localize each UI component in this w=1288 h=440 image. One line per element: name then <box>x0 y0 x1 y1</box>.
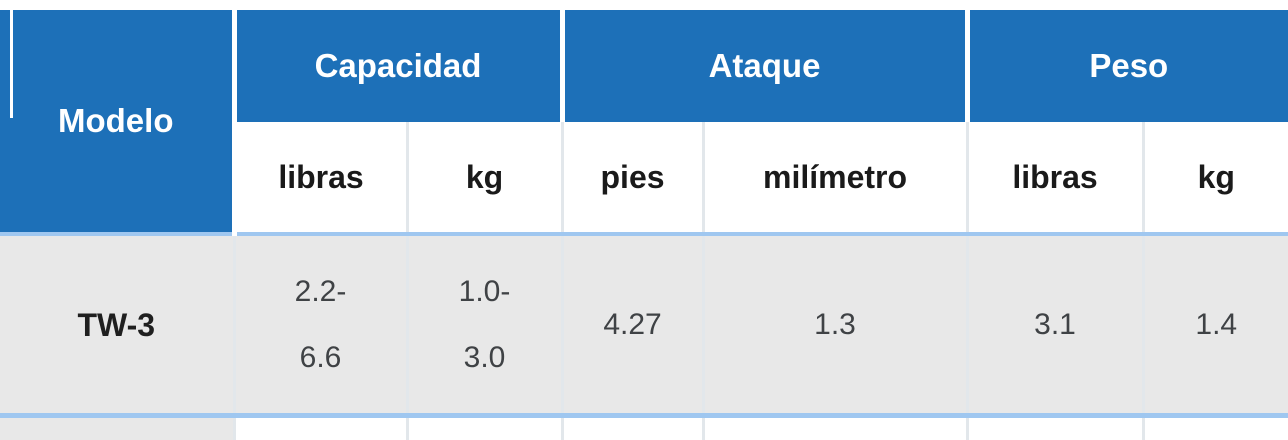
subheader-capacidad-libras: libras <box>234 122 409 234</box>
partial-cell <box>703 415 969 440</box>
partial-cell <box>234 415 409 440</box>
subheader-row: libras kg pies milímetro libras kg <box>0 122 1288 234</box>
header-modelo: Modelo <box>0 10 237 234</box>
header-group-row: Modelo Capacidad Ataque Peso <box>0 10 1288 234</box>
header-group-peso: Peso <box>967 10 1288 122</box>
header-group-ataque: Ataque <box>562 10 970 122</box>
subheader-ataque-pies: pies <box>562 122 705 234</box>
header-group-capacidad: Capacidad <box>234 10 565 122</box>
cell-ataque-pies: 4.27 <box>562 232 705 418</box>
partial-cell <box>1143 415 1288 440</box>
partial-cell <box>562 415 705 440</box>
left-edge-artifact <box>10 10 13 118</box>
cell-capacidad-kg: 1.0- 3.0 <box>407 232 564 418</box>
subheader-peso-kg: kg <box>1143 122 1288 234</box>
partial-next-row <box>0 415 1288 440</box>
cell-peso-libras: 3.1 <box>967 232 1145 418</box>
table-row: TW-3 2.2- 6.6 1.0- 3.0 4.27 1.3 3.1 1.4 <box>0 232 1288 418</box>
cell-capacidad-libras: 2.2- 6.6 <box>234 232 409 418</box>
cell-model: TW-3 <box>0 232 236 418</box>
cell-peso-kg: 1.4 <box>1143 232 1288 418</box>
partial-cell <box>407 415 564 440</box>
spec-table: Modelo Capacidad Ataque Peso libras kg p… <box>0 10 1288 440</box>
subheader-ataque-milimetro: milímetro <box>703 122 969 234</box>
partial-cell-model <box>0 415 236 440</box>
cell-ataque-milimetro: 1.3 <box>703 232 969 418</box>
partial-cell <box>967 415 1145 440</box>
subheader-peso-libras: libras <box>967 122 1145 234</box>
subheader-capacidad-kg: kg <box>407 122 564 234</box>
